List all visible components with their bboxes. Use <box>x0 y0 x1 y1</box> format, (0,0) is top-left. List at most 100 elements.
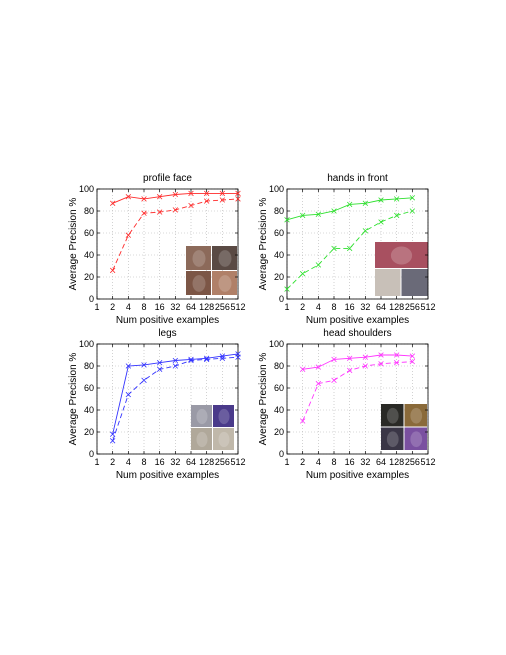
y-tick-label: 0 <box>279 294 284 304</box>
y-axis-label: Average Precision % <box>68 198 79 291</box>
data-point-marker <box>346 367 353 374</box>
series-line <box>286 210 413 290</box>
x-tick-label: 256 <box>215 457 230 467</box>
photo-subject-shape <box>218 275 232 292</box>
plot-area-frame <box>96 188 239 300</box>
x-tick-label: 4 <box>316 457 321 467</box>
y-tick-label: 20 <box>84 272 94 282</box>
x-tick-label: 2 <box>300 302 305 312</box>
data-point-marker <box>409 358 416 365</box>
data-point-marker <box>362 354 369 360</box>
data-point-marker <box>299 366 306 372</box>
data-point-marker <box>393 196 400 202</box>
x-tick-label: 16 <box>345 457 355 467</box>
series-dashed <box>109 196 241 274</box>
chart-panel-4: 1 2 4 8 16 32 64 128 256 512 0 20 40 60 80 100 head shou… <box>258 328 436 481</box>
x-tick-label: 1 <box>284 457 289 467</box>
y-tick-label: 60 <box>274 383 284 393</box>
y-axis-label: Average Precision % <box>258 198 269 291</box>
x-tick-label: 512 <box>420 457 435 467</box>
x-tick-label: 64 <box>376 457 386 467</box>
data-point-marker <box>219 355 226 361</box>
x-tick-label: 256 <box>405 457 420 467</box>
inset-photo-collage <box>381 404 427 450</box>
data-point-marker <box>203 198 210 204</box>
data-point-marker <box>393 352 400 358</box>
y-tick-label: 60 <box>84 228 94 238</box>
photo-subject-shape <box>390 246 413 265</box>
data-point-marker <box>235 190 241 197</box>
y-tick-label: 80 <box>84 206 94 216</box>
data-point-marker <box>156 209 163 215</box>
data-point-marker <box>188 202 194 209</box>
x-tick-label: 128 <box>389 302 404 312</box>
data-point-marker <box>219 197 226 203</box>
x-axis-label: Num positive examples <box>116 315 219 326</box>
x-tick-label: 8 <box>141 457 146 467</box>
data-point-marker <box>141 196 147 202</box>
data-point-marker <box>125 391 132 398</box>
x-tick-label: 64 <box>376 302 386 312</box>
data-point-marker <box>315 364 322 370</box>
y-tick-label: 80 <box>274 361 284 371</box>
photo-subject-shape <box>218 431 230 448</box>
data-point-marker <box>331 356 337 363</box>
example-photo <box>404 427 427 450</box>
x-tick-label: 8 <box>141 302 146 312</box>
data-point-marker <box>284 286 290 292</box>
example-photo <box>186 246 211 270</box>
series-dashed <box>109 354 241 444</box>
data-point-marker <box>203 355 210 361</box>
photo-subject-shape <box>410 431 423 448</box>
x-tick-label: 256 <box>405 302 420 312</box>
data-point-marker <box>203 190 210 197</box>
x-tick-label: 8 <box>331 302 336 312</box>
x-axis-label: Num positive examples <box>116 470 219 481</box>
photo-subject-shape <box>218 408 230 425</box>
y-tick-label: 0 <box>89 294 94 304</box>
x-tick-label: 1 <box>284 302 289 312</box>
chart-title: profile face <box>143 173 192 184</box>
data-point-marker <box>346 201 353 208</box>
y-axis-label: Average Precision % <box>68 353 79 446</box>
y-tick-label: 80 <box>274 206 284 216</box>
y-tick-label: 100 <box>269 184 284 194</box>
chart-title: hands in front <box>327 173 388 184</box>
y-tick-label: 60 <box>274 228 284 238</box>
x-axis-label: Num positive examples <box>306 470 409 481</box>
y-tick-label: 20 <box>274 427 284 437</box>
x-tick-label: 1 <box>94 457 99 467</box>
example-photo <box>213 405 234 427</box>
x-tick-label: 2 <box>110 302 115 312</box>
photo-subject-shape <box>196 408 208 425</box>
series-solid <box>109 190 241 206</box>
data-point-marker <box>203 356 210 363</box>
series-solid <box>284 195 416 223</box>
x-tick-label: 512 <box>230 457 245 467</box>
x-axis-label: Num positive examples <box>306 315 409 326</box>
data-point-marker <box>172 207 179 213</box>
inset-photo-collage <box>191 405 234 450</box>
photo-subject-shape <box>386 407 399 424</box>
chart-panel-2: 1 2 4 8 16 32 64 128 256 512 0 20 40 60 80 100 hands in … <box>258 173 436 326</box>
x-tick-label: 64 <box>186 457 196 467</box>
data-point-marker <box>315 211 322 217</box>
data-point-marker <box>235 196 241 202</box>
example-photo <box>381 404 404 427</box>
y-tick-label: 40 <box>84 405 94 415</box>
y-tick-label: 0 <box>89 449 94 459</box>
plot-area-frame <box>286 343 429 455</box>
data-point-marker <box>172 191 179 198</box>
series-line <box>302 354 413 370</box>
data-point-marker <box>378 219 384 225</box>
x-tick-label: 4 <box>316 302 321 312</box>
x-tick-label: 512 <box>420 302 435 312</box>
y-axis-label: Average Precision % <box>258 353 269 446</box>
x-tick-label: 16 <box>155 302 165 312</box>
example-photo <box>401 269 428 296</box>
data-point-marker <box>299 212 306 219</box>
data-point-marker <box>141 210 147 216</box>
x-tick-label: 32 <box>170 302 180 312</box>
example-photo <box>213 428 234 450</box>
y-tick-label: 100 <box>79 184 94 194</box>
